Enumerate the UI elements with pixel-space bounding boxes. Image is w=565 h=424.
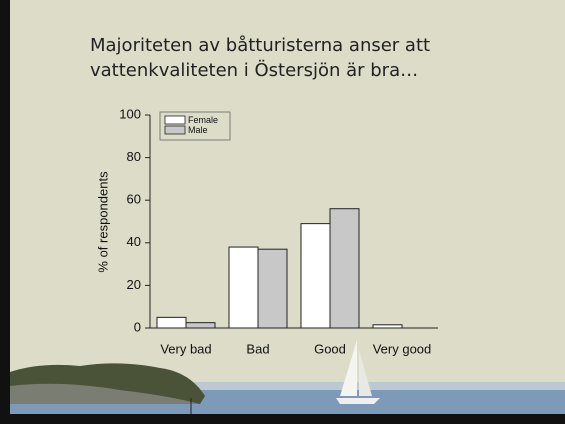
horizon	[10, 382, 565, 390]
y-tick-label: 20	[127, 277, 141, 292]
y-axis-label: % of respondents	[95, 171, 110, 273]
y-tick-label: 100	[119, 106, 141, 121]
x-tick-label: Very good	[373, 341, 432, 356]
x-tick-label: Bad	[246, 341, 269, 356]
bar	[228, 246, 259, 329]
legend-box	[159, 111, 231, 141]
x-tick-label: Very bad	[160, 341, 211, 356]
legend-label: Female	[188, 115, 218, 125]
bar	[156, 316, 187, 329]
y-tick-label: 60	[127, 192, 141, 207]
y-tick-label: 80	[127, 149, 141, 164]
sail	[359, 350, 372, 396]
y-tick-label: 0	[134, 319, 141, 334]
bar	[185, 322, 216, 329]
boat-hull	[336, 398, 380, 404]
chart-title: vattenkvaliteten i Östersjön är bra…	[90, 59, 418, 81]
legend-label: Male	[188, 125, 208, 135]
bar	[300, 223, 331, 329]
bar	[372, 324, 403, 329]
legend-swatch	[164, 125, 186, 135]
chart-title: Majoriteten av båtturisterna anser att	[90, 35, 430, 56]
bar	[257, 248, 288, 329]
bar	[329, 208, 360, 329]
legend-swatch	[164, 115, 186, 125]
rocks	[10, 383, 200, 404]
y-tick-label: 40	[127, 234, 141, 249]
slide-background	[10, 0, 565, 414]
x-tick-label: Good	[314, 341, 346, 356]
sail	[340, 340, 357, 396]
